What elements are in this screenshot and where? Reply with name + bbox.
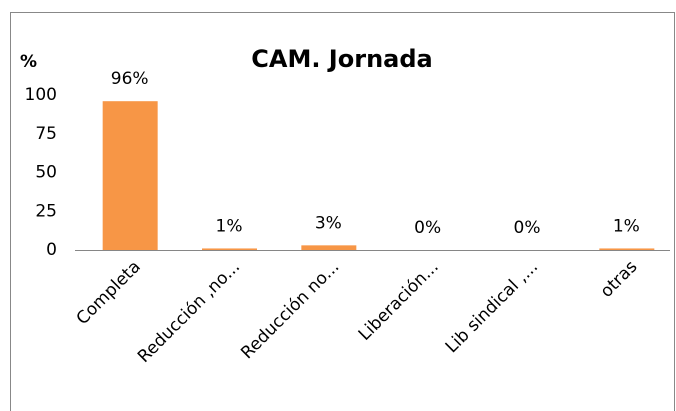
bar — [202, 248, 257, 250]
value-label: 96% — [111, 69, 149, 89]
y-tick-label: 0 — [46, 240, 57, 260]
y-tick-label: 75 — [35, 124, 57, 144]
x-tick-label: otras — [597, 257, 642, 302]
bar — [301, 245, 357, 250]
y-axis-label: % — [20, 52, 37, 72]
x-tick-label: Lib sindical ,... — [442, 257, 542, 357]
value-label: 1% — [613, 216, 640, 236]
bar — [599, 248, 655, 250]
bar — [102, 101, 158, 250]
value-label: 3% — [315, 213, 342, 233]
value-label: 1% — [216, 216, 243, 236]
y-tick-label: 25 — [35, 201, 57, 221]
x-tick-label: Liberación... — [355, 257, 443, 345]
y-tick-label: 50 — [35, 163, 57, 183]
value-label: 0% — [414, 218, 441, 238]
x-tick-label: Completa — [73, 257, 145, 329]
x-tick-label: Reducción ,no... — [134, 257, 244, 367]
chart-frame — [10, 12, 675, 411]
x-tick-label: Reducción no... — [237, 257, 343, 363]
y-tick-label: 100 — [25, 85, 57, 105]
chart-title: CAM. Jornada — [251, 45, 432, 73]
value-label: 0% — [514, 218, 541, 238]
